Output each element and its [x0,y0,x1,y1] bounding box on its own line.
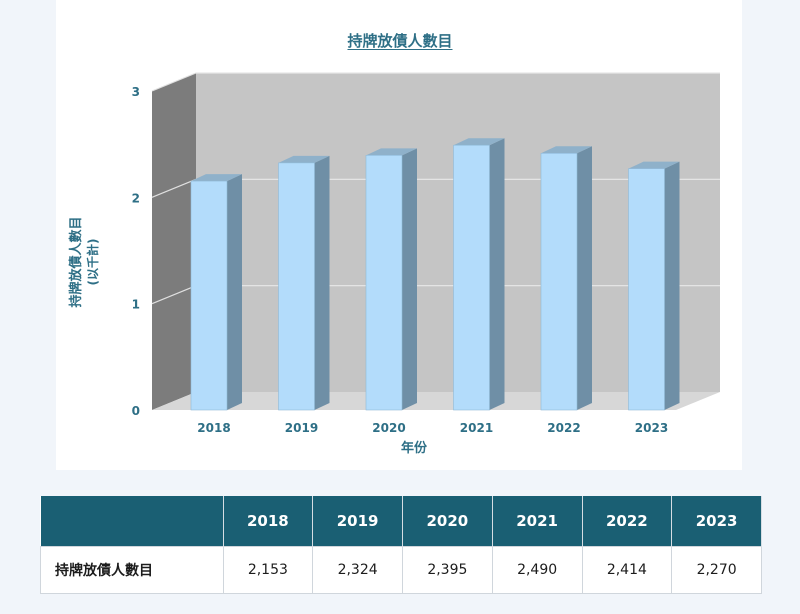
table-header-year: 2023 [671,496,762,547]
bar-side [664,161,680,410]
table-cell: 2,324 [312,546,403,594]
x-tick-label: 2021 [460,421,493,435]
gridline-side [151,285,197,305]
table-header-year: 2022 [582,496,673,547]
table-row-label: 持牌放債人數目 [40,546,224,594]
table-header-year: 2019 [312,496,403,547]
bar-top [191,174,242,182]
bar [278,162,315,411]
bar-top [278,155,330,163]
table-header-year: 2020 [402,496,493,547]
gridline-side [151,178,197,198]
data-table: 2018 2019 2020 2021 2022 2023 持牌放債人數目 2,… [40,496,762,594]
table-cell: 2,395 [402,546,493,594]
table-cell: 2,414 [581,546,673,594]
chart-side-wall [152,73,196,410]
bar-top [541,146,592,154]
bar [540,153,578,411]
table-cell: 2,153 [222,546,314,594]
chart-title: 持牌放債人數目 [347,32,453,50]
x-tick-label: 2023 [635,421,668,435]
y-axis-label: 持牌放債人數目 [68,216,84,307]
bar-side [489,138,505,411]
bar-top [628,161,680,169]
bar-side [227,174,242,410]
x-tick-label: 2018 [197,421,230,435]
bar-chart-3d: 0 1 2 3 2018 2019 2020 2021 2022 2023 年份 持牌放債人數目 (以千… [68,72,720,456]
y-tick-label: 2 [132,191,140,205]
table-header-year: 2018 [223,496,314,547]
y-tick-label: 0 [132,404,140,418]
x-tick-label: 2019 [285,421,318,435]
x-axis-label: 年份 [401,440,428,456]
table-cell: 2,270 [671,546,762,594]
y-tick-label: 1 [132,298,140,312]
table-header-year: 2021 [492,496,583,547]
table-header-blank [40,496,224,547]
y-axis-unit-label: (以千計) [85,239,100,286]
y-tick-label: 3 [132,85,140,99]
bar-side [402,148,417,410]
x-tick-label: 2022 [547,421,580,435]
table-header-row: 2018 2019 2020 2021 2022 2023 [40,496,762,547]
bar [190,180,228,411]
bar-side [314,155,330,410]
bar-top [366,148,417,156]
bar [628,168,665,411]
table-cell: 2,490 [491,546,583,594]
bar-side [577,146,592,410]
bar-top [453,138,505,146]
table-row: 持牌放債人數目 2,153 2,324 2,395 2,490 2,414 2,… [40,546,762,594]
gridline-side [151,72,197,92]
bar [453,144,490,411]
x-tick-label: 2020 [372,421,405,435]
bar [365,155,403,411]
